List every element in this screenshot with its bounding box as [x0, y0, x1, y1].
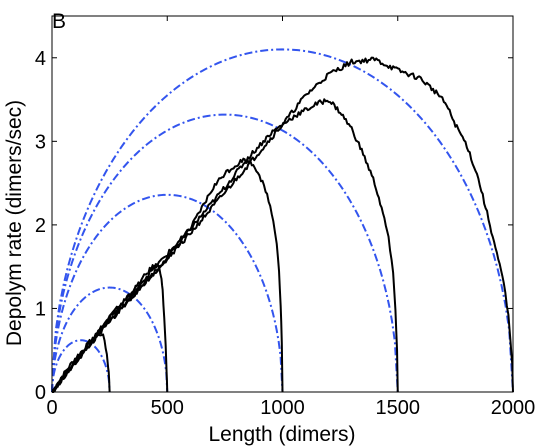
y-axis: 0 1 2 3 4	[35, 48, 513, 404]
y-tick-label: 4	[35, 48, 46, 70]
simulation-trace-1500	[52, 98, 399, 393]
y-axis-title: Depolym rate (dimers/sec)	[3, 100, 26, 346]
simulation-trace-2000	[51, 56, 514, 393]
panel-label: B	[52, 10, 66, 33]
x-axis-title: Length (dimers)	[208, 423, 355, 446]
simulation-trace-1000	[51, 157, 284, 393]
x-tick-label: 500	[151, 397, 184, 419]
x-tick-label: 1500	[376, 397, 421, 419]
y-tick-label: 1	[35, 298, 46, 320]
x-tick-label: 2000	[491, 397, 536, 419]
x-axis: 0 500 1000 1500 2000	[46, 16, 535, 419]
theory-curve-250	[51, 339, 111, 393]
y-tick-label: 2	[35, 215, 46, 237]
x-tick-label: 0	[46, 397, 57, 419]
plot-curves	[51, 48, 514, 393]
theory-curve-2000	[51, 48, 514, 393]
theory-curve-500	[51, 286, 169, 393]
y-tick-label: 0	[35, 382, 46, 404]
y-tick-label: 3	[35, 131, 46, 153]
x-tick-label: 1000	[260, 397, 305, 419]
theory-curve-1500	[51, 113, 399, 393]
